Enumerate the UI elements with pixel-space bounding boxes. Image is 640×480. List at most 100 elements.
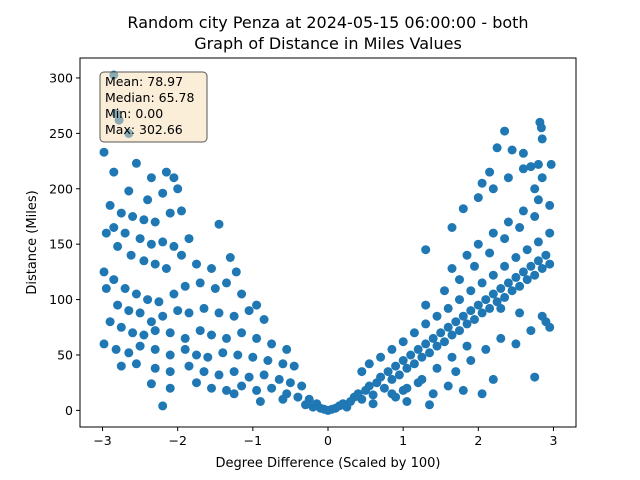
scatter-point: [222, 333, 231, 343]
scatter-point: [443, 322, 453, 332]
scatter-point: [387, 374, 397, 384]
scatter-point: [252, 385, 262, 395]
chart-title: Random city Penza at 2024-05-15 06:00:00…: [127, 13, 528, 32]
scatter-point: [428, 389, 438, 399]
scatter-point: [218, 348, 228, 358]
scatter-point: [526, 261, 536, 271]
scatter-point: [289, 361, 299, 371]
scatter-point: [545, 322, 555, 332]
scatter-point: [192, 259, 201, 269]
scatter-point: [237, 328, 247, 338]
chart-subtitle: Graph of Distance in Miles Values: [194, 34, 462, 53]
scatter-point: [488, 374, 498, 384]
scatter-point: [518, 164, 528, 174]
scatter-point: [267, 383, 277, 393]
scatter-point: [473, 239, 483, 249]
scatter-point: [180, 344, 190, 354]
scatter-point: [485, 248, 495, 258]
scatter-point: [466, 356, 476, 365]
x-axis: −3 −2 −1 0 1 2 3: [93, 427, 557, 448]
scatter-point: [522, 245, 532, 255]
scatter-point: [518, 267, 528, 277]
scatter-point: [462, 341, 472, 351]
stat-min: Min: 0.00: [105, 106, 163, 121]
scatter-point: [541, 250, 551, 260]
scatter-point: [150, 363, 160, 373]
scatter-point: [473, 193, 483, 203]
scatter-point: [120, 228, 130, 238]
scatter-point: [184, 361, 194, 371]
scatter-point: [391, 361, 401, 371]
scatter-point: [116, 361, 126, 371]
scatter-point: [425, 400, 434, 410]
scatter-point: [500, 234, 510, 244]
scatter-point: [143, 295, 153, 305]
scatter-point: [447, 264, 457, 273]
scatter-point: [293, 392, 303, 402]
scatter-point: [214, 370, 224, 380]
scatter-point: [533, 159, 543, 169]
scatter-point: [165, 367, 175, 377]
scatter-point: [128, 212, 138, 221]
scatter-point: [308, 402, 318, 412]
scatter-point: [255, 397, 265, 406]
scatter-point: [199, 367, 209, 377]
scatter-point: [526, 162, 536, 172]
y-tick-label: 0: [65, 403, 73, 418]
scatter-point: [503, 173, 513, 183]
scatter-point: [398, 337, 408, 347]
scatter-point: [421, 339, 431, 349]
scatter-point: [135, 308, 145, 318]
scatter-point: [518, 206, 528, 216]
scatter-point: [477, 308, 487, 318]
y-tick-label: 250: [49, 126, 73, 141]
scatter-point: [477, 389, 487, 399]
scatter-point: [199, 303, 209, 313]
scatter-point: [507, 286, 517, 296]
scatter-point: [515, 223, 525, 232]
scatter-point: [146, 239, 156, 249]
scatter-point: [139, 330, 149, 340]
scatter-point: [195, 326, 205, 336]
scatter-point: [105, 200, 115, 210]
scatter-point: [116, 208, 126, 218]
scatter-point: [301, 400, 310, 410]
scatter-point: [101, 284, 111, 293]
stats-box-background: [99, 71, 208, 143]
scatter-point: [161, 167, 171, 177]
scatter-point: [116, 322, 126, 332]
y-tick-label: 200: [49, 181, 73, 196]
scatter-point: [99, 147, 109, 157]
scatter-point: [481, 344, 491, 354]
scatter-point: [143, 195, 153, 205]
scatter-point: [131, 289, 141, 299]
scatter-point: [192, 378, 201, 388]
scatter-point: [229, 389, 239, 399]
scatter-point: [139, 256, 149, 266]
scatter-point: [533, 237, 543, 247]
scatter-point: [357, 394, 367, 404]
scatter-point: [124, 348, 134, 358]
x-tick-label: 1: [399, 433, 407, 448]
scatter-point: [536, 123, 546, 133]
scatter-point: [500, 292, 510, 302]
scatter-point: [195, 278, 205, 288]
scatter-point: [500, 126, 510, 136]
scatter-point: [150, 217, 160, 227]
scatter-point: [432, 363, 442, 373]
scatter-point: [278, 394, 288, 404]
scatter-point: [267, 339, 277, 349]
scatter-point: [124, 306, 134, 316]
scatter-point: [158, 237, 168, 247]
scatter-point: [406, 350, 416, 360]
scatter-point: [488, 289, 498, 299]
scatter-point: [496, 303, 506, 313]
scatter-point: [503, 278, 513, 288]
scatter-point: [485, 303, 495, 313]
scatter-point: [192, 350, 201, 360]
scatter-point: [146, 379, 156, 389]
scatter-point: [203, 352, 213, 362]
scatter-point: [440, 286, 449, 296]
scatter-point: [180, 333, 190, 343]
scatter-point: [421, 319, 431, 329]
